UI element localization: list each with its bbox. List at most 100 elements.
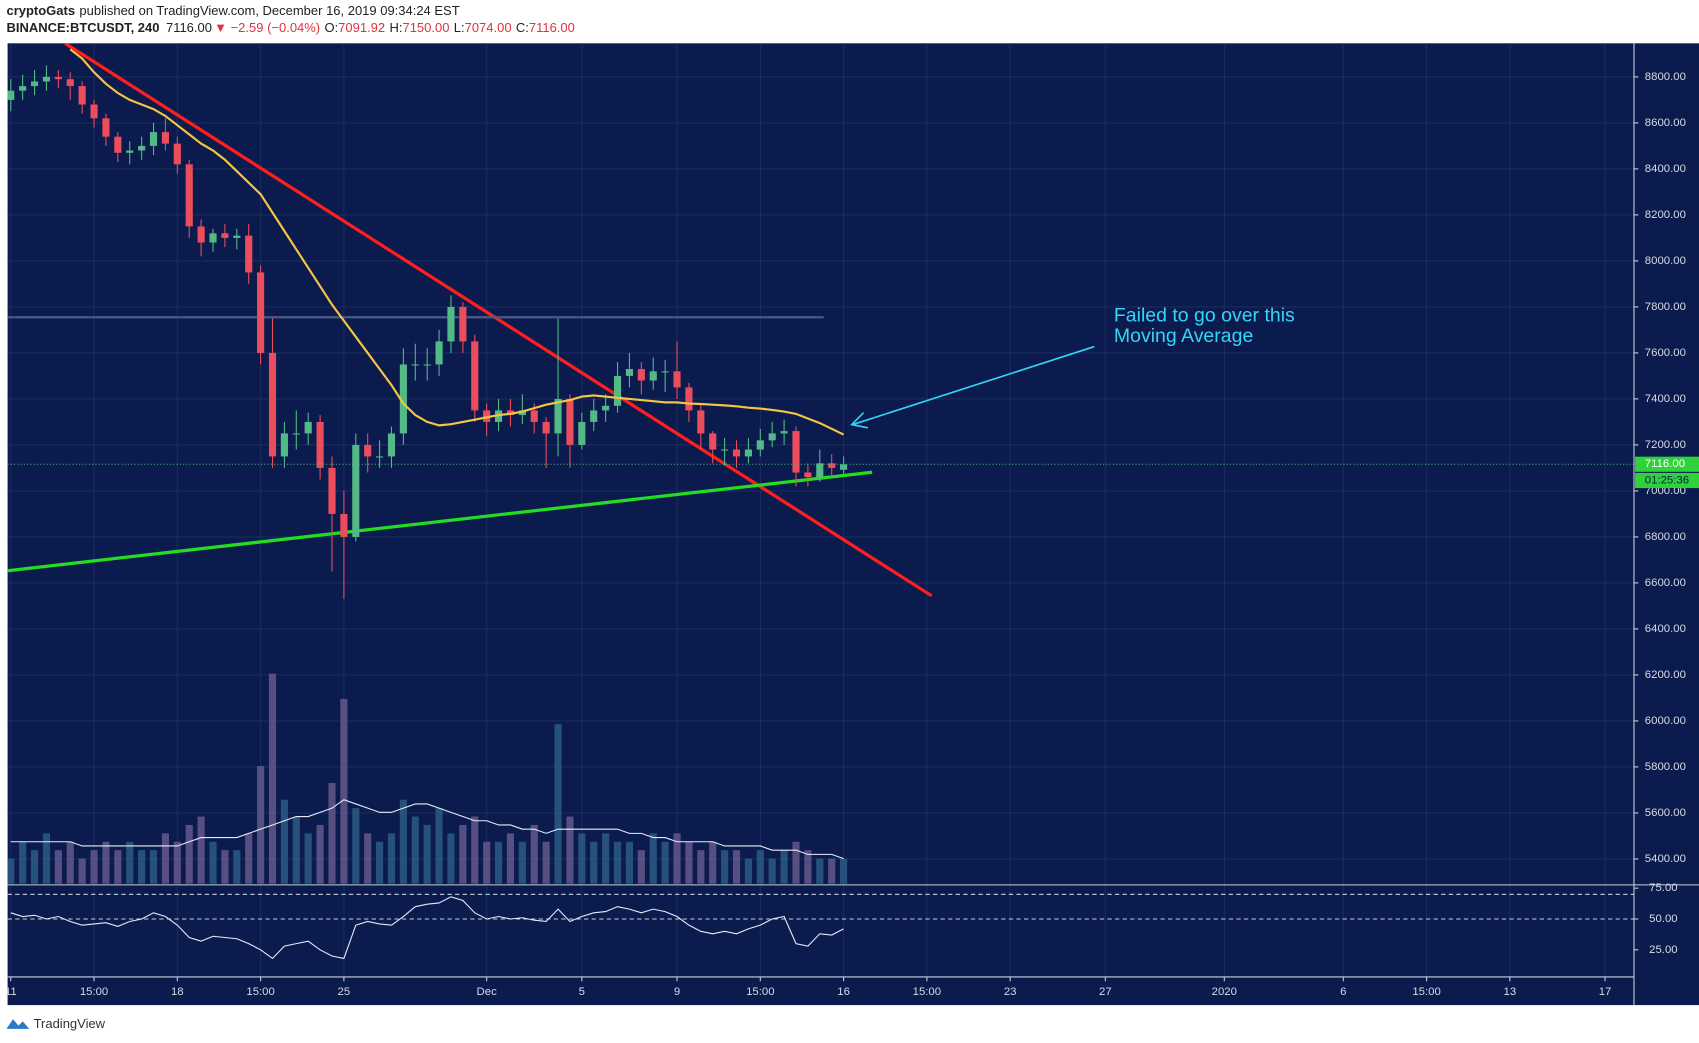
candle-body [673,371,681,388]
x-tick-label: 15:00 [1412,986,1440,998]
volume-bar [828,858,836,884]
x-tick-label: 25 [338,986,351,998]
volume-bar [602,833,610,884]
ohlc-value: 7150.00 [402,21,449,36]
x-tick-label: 5 [579,986,585,998]
volume-bar [376,841,384,884]
x-tick-label: 15:00 [246,986,274,998]
candle-body [209,233,217,243]
volume-bar [352,808,360,884]
volume-bar [459,824,467,884]
y-tick-label: 7200.00 [1645,439,1686,451]
volume-bar [173,841,181,884]
volume-bar [209,841,217,884]
candle-body [328,467,336,514]
y-tick-label: 7000.00 [1645,485,1686,497]
candle-body [364,444,372,457]
y-tick-label: 6400.00 [1645,623,1686,635]
volume-bar [685,841,693,884]
candle-body [138,145,146,151]
volume-bar [637,850,645,884]
candle-body [828,463,836,468]
volume-bar [114,850,122,884]
candle-body [245,235,253,273]
candle-body [792,431,800,473]
ohlc-value: 7091.92 [338,21,385,36]
volume-bar [399,799,407,884]
y-tick-label: 8400.00 [1645,163,1686,175]
moving-average [69,48,845,436]
volume-bar [30,850,39,884]
volume-bar [435,808,443,884]
candle-body [744,449,752,457]
x-tick-label: 27 [1099,986,1112,998]
volume-bar [90,850,98,884]
volume-bar [732,850,741,884]
y-tick-label: 5600.00 [1645,807,1686,819]
ohlc-key: L: [454,21,465,36]
grid [7,43,1634,977]
volume-bar [530,824,538,884]
author: cryptoGats [7,3,76,18]
candle-body [54,76,62,80]
volume-bar [328,782,336,884]
x-tick-label: 13 [1504,986,1517,998]
y-tick-label: 7800.00 [1645,301,1686,313]
candle-body [221,233,229,238]
volume-bar [149,850,158,884]
volume-bar [54,850,62,884]
candle-body [685,387,693,411]
volume-bar [554,724,562,884]
candle-body [280,433,288,457]
volume-bar [768,858,776,884]
volume-bar [649,833,657,884]
volume-bar [756,850,764,884]
volume-bar [340,698,348,884]
candle-body [530,410,538,422]
candle-body [352,444,360,537]
symbol: BINANCE:BTCUSDT, 240 [7,21,160,36]
y-tick-label: 25.00 [1649,944,1677,956]
trendline [7,470,873,573]
x-tick-label: Dec [477,986,498,998]
chart-background [7,43,1699,1006]
volume-bar [42,833,51,884]
candle-body [613,375,622,406]
candle-body [102,118,110,137]
candle-body [518,410,526,416]
candle-body [554,398,562,434]
y-tick-label: 7400.00 [1645,393,1686,405]
candle-body [506,410,515,416]
countdown-box [1635,472,1699,489]
candle-body [721,449,729,451]
volume-ma [10,799,844,860]
volume-bar [816,858,824,884]
candle-body [114,136,122,153]
candle-body [411,364,419,366]
published: published on TradingView.com, December 1… [79,3,459,18]
volume-bar [268,673,277,884]
candle-body [483,410,491,422]
candle-body [471,341,479,411]
arrow-head [850,412,869,429]
volume-bar [138,850,146,884]
x-tick-label: 6 [1340,986,1346,998]
y-tick-label: 5800.00 [1645,761,1686,773]
candle-body [387,433,396,457]
candle-body [340,513,348,537]
y-tick-label: 8800.00 [1645,71,1686,83]
candle-body [840,464,848,470]
volume-bar [7,858,15,884]
volume-bar [102,841,110,884]
last-price-label: 7116.00 [1645,458,1685,470]
volume-bar [257,766,265,884]
candle-body [173,143,181,165]
volume-bar [197,816,205,884]
candle-body [19,86,27,91]
volume-bar [613,841,622,884]
candle-body [185,164,193,227]
candles [7,48,1634,600]
volume-bar [566,816,574,884]
y-tick-label: 7600.00 [1645,347,1686,359]
rsi-line [10,896,844,960]
